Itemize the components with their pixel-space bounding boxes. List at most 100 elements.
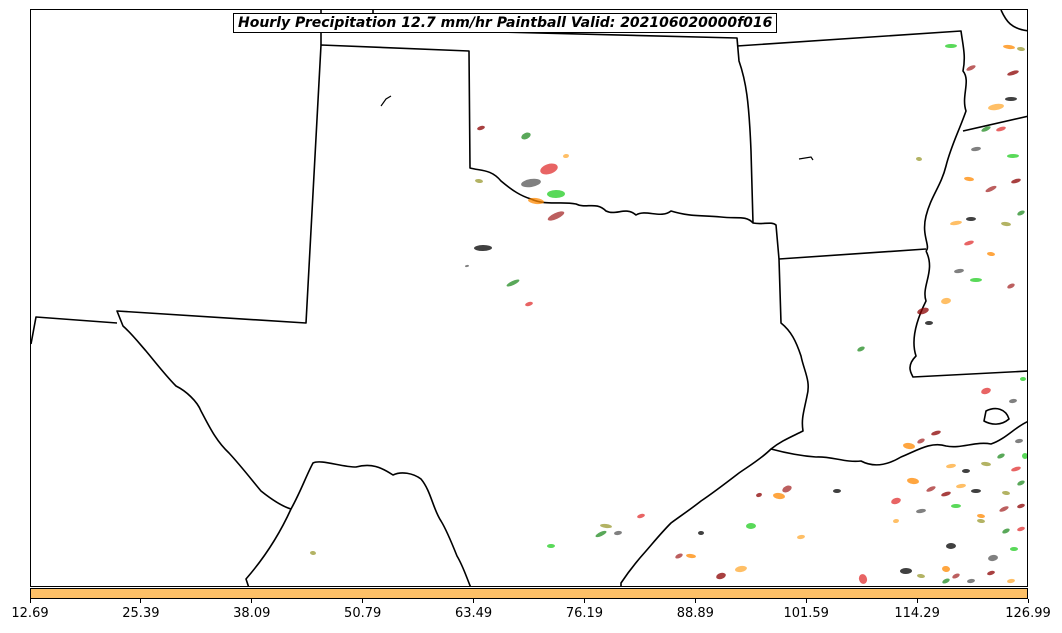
precip-blob: [600, 523, 612, 529]
precip-blob: [891, 497, 901, 505]
precip-blob: [735, 565, 747, 573]
precip-blob: [941, 297, 951, 305]
precip-blob: [1003, 44, 1015, 50]
precip-blob: [675, 553, 683, 559]
precip-blob: [563, 153, 569, 159]
precip-blob: [465, 264, 469, 268]
precip-blob: [987, 570, 995, 576]
colorbar-tick-label: 76.19: [565, 606, 604, 621]
precip-blob: [952, 573, 960, 579]
precip-blob: [1001, 221, 1011, 227]
mexico-border: [245, 508, 292, 586]
precip-blob: [1007, 283, 1015, 289]
precip-blob: [967, 578, 975, 584]
map-canvas: [31, 10, 1027, 586]
mississippi-border: [962, 115, 1027, 132]
precip-blob: [833, 488, 841, 494]
precip-blob: [964, 240, 974, 246]
precip-blob: [893, 518, 899, 524]
precip-blob: [525, 301, 533, 307]
precip-blob: [971, 488, 981, 494]
colorbar-tick-label: 88.89: [676, 606, 714, 621]
map-title: Hourly Precipitation 12.7 mm/hr Paintbal…: [233, 13, 778, 33]
precip-blob: [977, 518, 985, 524]
precip-blob: [988, 103, 1004, 111]
precip-blob: [946, 542, 956, 550]
precip-blob: [746, 522, 756, 530]
precip-blob: [977, 513, 985, 519]
precipitation-blobs: [310, 43, 1027, 584]
colorbar-tick-label: 12.69: [11, 606, 49, 621]
precip-blob: [773, 492, 785, 500]
map-panel: [30, 9, 1028, 587]
precip-blob: [716, 572, 726, 580]
colorbar-tick: [140, 599, 142, 603]
precip-blob: [477, 125, 485, 131]
precip-blob: [1017, 46, 1025, 52]
precip-blob: [858, 574, 868, 584]
colorbar-tick: [362, 599, 364, 603]
precip-blob: [966, 216, 976, 222]
precip-blob: [857, 346, 865, 352]
precip-blob: [1020, 376, 1026, 382]
precip-blob: [903, 442, 915, 450]
colorbar-tick: [473, 599, 475, 603]
state-borders: [31, 10, 1027, 586]
precip-blob: [528, 197, 544, 205]
precip-blob: [614, 530, 622, 536]
precip-blob: [1017, 503, 1025, 509]
precip-blob: [1002, 490, 1010, 496]
colorbar: [30, 588, 1028, 599]
precip-blob: [698, 530, 704, 536]
precip-blob: [506, 279, 520, 287]
precip-blob: [941, 491, 951, 497]
texas-border: [116, 44, 809, 586]
oklahoma-border: [320, 28, 754, 224]
colorbar-tick: [29, 599, 31, 603]
colorbar-tick-label: 126.99: [1005, 606, 1051, 621]
precip-blob: [540, 163, 558, 175]
colorbar-tick: [251, 599, 253, 603]
precip-blob: [637, 513, 645, 519]
precip-blob: [797, 534, 805, 540]
precip-blob: [996, 126, 1006, 132]
precip-blob: [962, 468, 970, 474]
precip-blob: [917, 307, 929, 315]
precip-blob: [999, 506, 1009, 512]
precip-blob: [1007, 578, 1015, 584]
precip-blob: [547, 189, 565, 199]
precip-blob: [951, 503, 961, 509]
precip-blob: [925, 320, 933, 326]
precip-blob: [1017, 526, 1025, 532]
precip-blob: [942, 578, 950, 584]
kentucky-border: [1000, 10, 1027, 32]
precip-blob: [907, 477, 919, 485]
precip-blob: [931, 430, 941, 436]
precip-blob: [981, 387, 991, 395]
precip-blob: [1005, 96, 1017, 102]
precip-blob: [521, 178, 541, 188]
colorbar-tick-label: 101.59: [783, 606, 829, 621]
precip-blob: [964, 176, 974, 182]
arkansas-border: [736, 30, 967, 252]
precip-blob: [950, 220, 962, 226]
precip-blob: [782, 485, 792, 493]
precip-blob: [756, 492, 762, 498]
precip-blob: [1009, 398, 1017, 404]
precip-blob: [945, 43, 957, 49]
precip-blob: [946, 463, 956, 469]
precip-blob: [547, 211, 565, 221]
colorbar-tick-label: 38.09: [233, 606, 271, 621]
precip-blob: [981, 461, 991, 467]
precip-blob: [917, 438, 925, 444]
lake-pontchartrain: [983, 407, 1010, 425]
colorbar-tick-label: 25.39: [122, 606, 160, 621]
arkansas-louisiana-border: [778, 248, 927, 260]
precip-blob: [942, 565, 950, 573]
precip-blob: [916, 508, 926, 514]
precip-blob: [310, 550, 316, 556]
precip-blob: [1010, 546, 1018, 552]
precip-blob: [954, 268, 964, 274]
louisiana-border: [909, 250, 1027, 378]
precip-blob: [686, 553, 696, 559]
